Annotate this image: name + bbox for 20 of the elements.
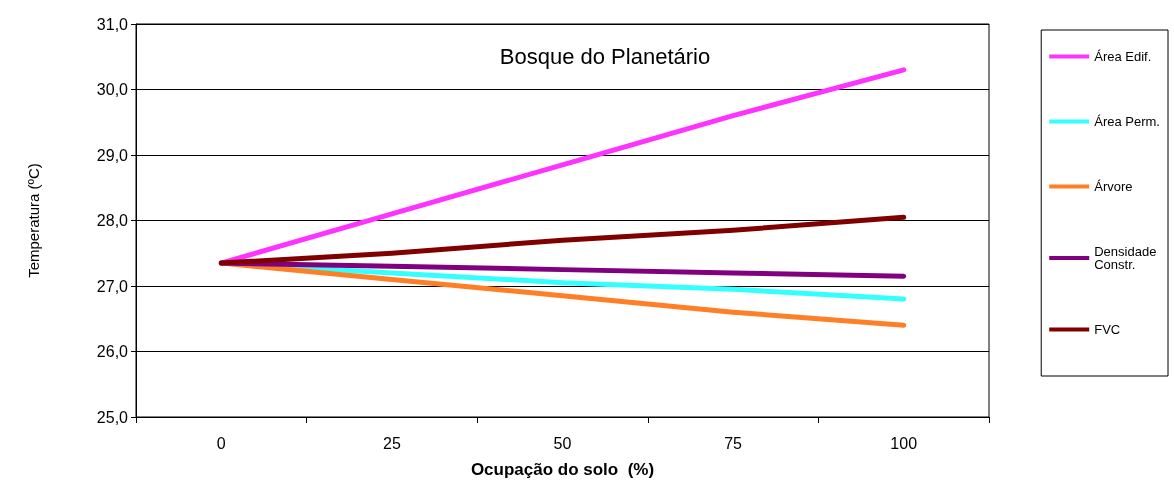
y-tick-label: 31,0 [96, 15, 129, 33]
y-tick-label: 25,0 [96, 408, 129, 426]
x-tick-label: 50 [553, 434, 572, 452]
legend-label: Árvore [1094, 179, 1133, 194]
x-tick-label: 0 [216, 434, 226, 452]
x-tick-label: 100 [890, 434, 918, 452]
y-axis-title: Temperatura (ºC) [25, 163, 42, 278]
y-tick-label: 27,0 [96, 277, 129, 295]
y-tick-label: 29,0 [96, 146, 129, 164]
legend-label: Área Perm. [1094, 114, 1160, 129]
y-tick-label: 26,0 [96, 343, 129, 360]
x-tick-label: 25 [383, 434, 401, 452]
x-axis-title: Ocupação do solo (%) [470, 460, 655, 479]
text: Bosque do Planetário [499, 43, 711, 69]
legend-label: Densidade Constr. [1094, 244, 1161, 272]
y-tick-label: 30,0 [96, 81, 129, 98]
x-tick-label: 75 [724, 434, 743, 452]
legend-label: Área Edif. [1094, 49, 1152, 64]
legend-label: FVC [1094, 322, 1121, 337]
y-tick-label: 28,0 [96, 212, 129, 229]
